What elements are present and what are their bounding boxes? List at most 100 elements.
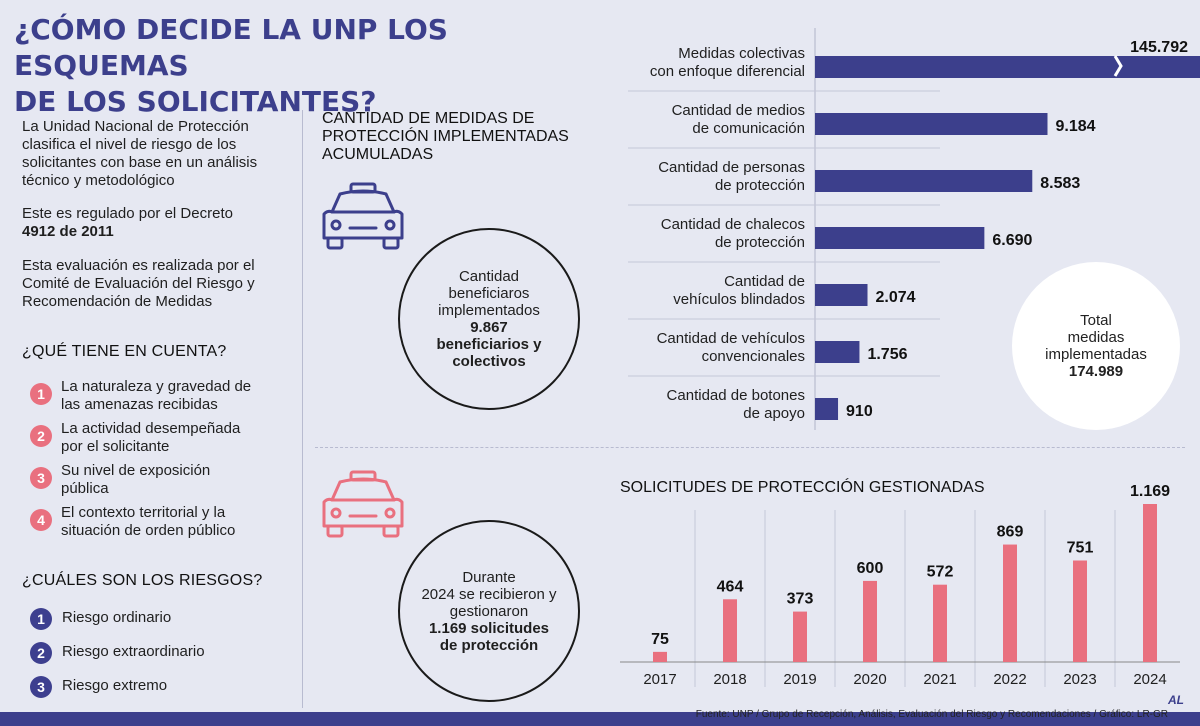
year-label: 2018 [713, 671, 746, 688]
criteria-item: Su nivel de exposición pública [61, 462, 210, 498]
bar [815, 284, 868, 306]
total-circle: Total medidas implementadas 174.989 [1012, 262, 1180, 430]
criteria-number: 4 [30, 509, 52, 531]
criteria-item-line-1: Su nivel de exposición [61, 462, 211, 479]
value-label: 75 [651, 631, 669, 648]
bar [723, 599, 737, 662]
criteria-number: 3 [30, 467, 52, 489]
risk-item: Riesgo extremo [62, 677, 168, 694]
bar [653, 651, 667, 662]
total-label-3: implementadas [1045, 346, 1147, 363]
horizontal-divider [315, 447, 1185, 448]
beneficiaries-bold-2: beneficiarios y [436, 336, 542, 353]
beneficiaries-bold-3: colectivos [452, 353, 526, 370]
requests-bar-chart: SOLICITUDES DE PROTECCIÓN GESTIONADAS 75 2… [620, 477, 1180, 688]
beneficiaries-text-2: beneficiaros [448, 285, 530, 302]
intro-paragraph-3: Esta evaluación es realizada por el Comi… [22, 257, 255, 310]
requests-text-1: Durante [462, 568, 516, 586]
value-label: 1.756 [867, 346, 907, 363]
footer-bar [0, 712, 1200, 726]
value-label: 9.184 [1056, 118, 1096, 135]
criteria-item-line-2: situación de orden público [61, 522, 236, 539]
year-label: 2019 [783, 671, 816, 688]
bar [815, 113, 1048, 135]
value-label: 1.169 [1130, 483, 1170, 500]
police-car-icon [322, 182, 404, 250]
value-label: 464 [717, 578, 744, 595]
requests-bold-2: de protección [439, 636, 539, 654]
category-label: Cantidad de chalecos de protección [661, 216, 805, 251]
total-label-1: Total [1080, 312, 1112, 329]
bar [1003, 544, 1017, 662]
year-label: 2017 [643, 671, 676, 688]
bar [815, 398, 839, 420]
value-label: 8.583 [1040, 175, 1080, 192]
value-label: 2.074 [876, 289, 916, 306]
criteria-item-line-2: las amenazas recibidas [61, 396, 218, 413]
title-line-2: DE LOS SOLICITANTES? [14, 85, 377, 118]
criteria-item-line-2: por el solicitante [61, 438, 170, 455]
year-label: 2021 [923, 671, 956, 688]
bar [793, 611, 807, 662]
source-note: Fuente: UNP / Grupo de Recepción, Anális… [695, 709, 1168, 720]
measures-heading-line-2: PROTECCIÓN IMPLEMENTADAS [322, 128, 569, 145]
total-value: 174.989 [1068, 363, 1124, 380]
risk-item: Riesgo extraordinario [62, 643, 205, 660]
bar [863, 580, 877, 662]
criteria-item: El contexto territorial y la situación de… [61, 504, 235, 540]
title-line-1: ¿CÓMO DECIDE LA UNP LOS ESQUEMAS [14, 13, 448, 82]
category-label: Cantidad de medios de comunicación [672, 102, 805, 137]
criteria-number: 2 [30, 425, 52, 447]
category-label-line-2: convencionales [702, 348, 805, 365]
criteria-item: La naturaleza y gravedad de las amenazas … [61, 378, 251, 414]
value-label: 145.792 [1130, 39, 1188, 56]
total-label-2: medidas [1067, 329, 1125, 346]
year-label: 2022 [993, 671, 1026, 688]
risk-number: 3 [30, 676, 52, 698]
requests-circle: Durante 2024 se recibieron y gestionaron… [398, 520, 580, 702]
decree-number: 4912 de 2011 [22, 223, 114, 240]
criteria-item-line-1: La actividad desempeñada [61, 420, 241, 437]
category-label: Cantidad de botones de apoyo [667, 387, 805, 422]
bar [933, 584, 947, 662]
bar [815, 341, 860, 363]
year-label: 2024 [1133, 671, 1166, 688]
value-label: 869 [997, 524, 1024, 541]
measures-heading-line-3: ACUMULADAS [322, 146, 434, 163]
risks-heading: ¿CUÁLES SON LOS RIESGOS? [22, 572, 263, 589]
beneficiaries-text-1: Cantidad [458, 268, 520, 285]
intro-paragraph-1: La Unidad Nacional de Protección clasifi… [22, 118, 258, 189]
category-label: Cantidad de vehículos blindados [673, 273, 805, 308]
measures-bar-chart: Medidas colectivas con enfoque diferencia… [628, 28, 1200, 430]
category-label-line-1: Medidas colectivas [678, 45, 805, 62]
police-car-icon [322, 470, 404, 538]
category-label-line-2: de apoyo [743, 405, 805, 422]
category-label-line-2: de protección [715, 234, 805, 251]
value-label: 600 [857, 560, 884, 577]
category-label-line-1: Cantidad de vehículos [657, 330, 805, 347]
break-mark [1113, 55, 1123, 77]
year-label: 2023 [1063, 671, 1096, 688]
bar [815, 170, 1033, 192]
criteria-item-line-1: El contexto territorial y la [61, 504, 226, 521]
risk-number: 2 [30, 642, 52, 664]
decree-text: Este es regulado por el Decreto [22, 205, 233, 222]
value-label: 373 [787, 591, 814, 608]
bar [1073, 560, 1087, 662]
value-label: 572 [927, 564, 954, 581]
criteria-item-line-1: La naturaleza y gravedad de [61, 378, 252, 395]
category-label-line-1: Cantidad de chalecos [661, 216, 805, 233]
category-label-line-2: vehículos blindados [673, 291, 805, 308]
risk-number: 1 [30, 608, 52, 630]
category-label: Cantidad de vehículos convencionales [657, 330, 805, 365]
chart-title: SOLICITUDES DE PROTECCIÓN GESTIONADAS [620, 477, 985, 496]
category-label-line-2: de protección [715, 177, 805, 194]
beneficiaries-value: 9.867 [470, 319, 508, 336]
bar [815, 227, 985, 249]
category-label-line-2: con enfoque diferencial [650, 63, 805, 80]
category-label-line-1: Cantidad de [724, 273, 805, 290]
criteria-heading: ¿QUÉ TIENE EN CUENTA? [22, 343, 227, 360]
year-label: 2020 [853, 671, 886, 688]
beneficiaries-circle: Cantidad beneficiaros implementados 9.86… [398, 228, 580, 410]
category-label-line-1: Cantidad de botones [667, 387, 805, 404]
